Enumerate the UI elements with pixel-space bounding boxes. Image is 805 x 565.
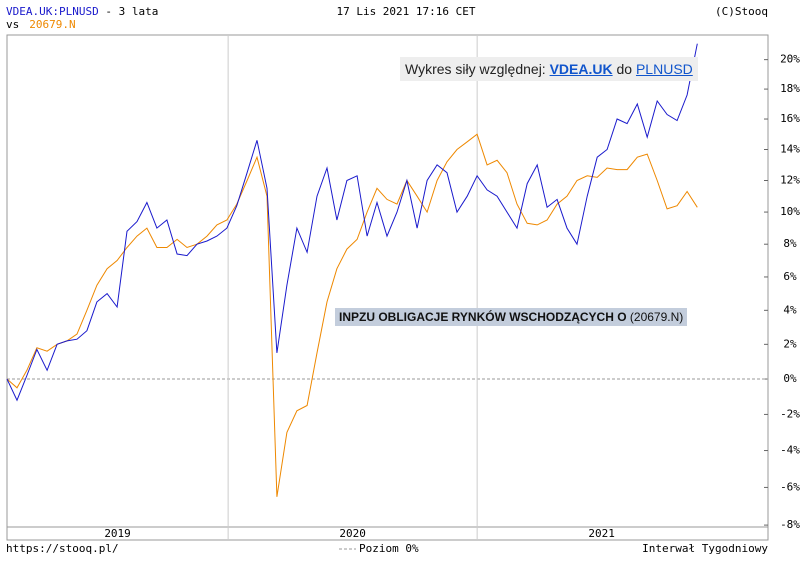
chart-header: VDEA.UK:PLNUSD - 3 lata bbox=[6, 5, 158, 18]
header-symbol: VDEA.UK:PLNUSD bbox=[6, 5, 99, 18]
header-vs: vs bbox=[6, 18, 19, 31]
y-tick-label: 20% bbox=[780, 53, 800, 66]
plot-frame bbox=[6, 34, 769, 541]
x-tick-label: 2020 bbox=[339, 527, 366, 540]
y-tick-label: 2% bbox=[783, 337, 797, 350]
y-tick-label: -6% bbox=[780, 480, 800, 493]
series-label-name: INPZU OBLIGACJE RYNKÓW WSCHODZĄCYCH O bbox=[339, 310, 627, 324]
footer-interval: Interwał Tygodniowy bbox=[642, 542, 768, 555]
chart-subheader: vs 20679.N bbox=[6, 18, 76, 31]
y-tick-label: 10% bbox=[780, 205, 800, 218]
annotation-currency[interactable]: PLNUSD bbox=[635, 61, 693, 77]
y-tick-label: 6% bbox=[783, 270, 797, 283]
series-label-code: (20679.N) bbox=[629, 310, 684, 324]
y-tick-label: 0% bbox=[783, 372, 797, 385]
header-period: - 3 lata bbox=[99, 5, 159, 18]
annotation-symbol[interactable]: VDEA.UK bbox=[549, 61, 613, 77]
x-tick-label: 2019 bbox=[104, 527, 131, 540]
x-tick-label: 2021 bbox=[588, 527, 615, 540]
y-tick-label: 4% bbox=[783, 303, 797, 316]
annotation-joiner: do bbox=[616, 61, 633, 77]
y-tick-label: 18% bbox=[780, 82, 800, 95]
header-date: 17 Lis 2021 17:16 CET bbox=[336, 5, 475, 18]
annotation-prefix: Wykres siły względnej: bbox=[405, 61, 546, 77]
footer-zero-level: Poziom 0% bbox=[359, 542, 419, 555]
annotation: Wykres siły względnej: VDEA.UK do PLNUSD bbox=[400, 57, 698, 81]
y-tick-label: 12% bbox=[780, 174, 800, 187]
y-tick-label: 14% bbox=[780, 142, 800, 155]
header-compare: 20679.N bbox=[29, 18, 75, 31]
header-copyright: (C)Stooq bbox=[715, 5, 768, 18]
y-tick-label: 16% bbox=[780, 112, 800, 125]
y-tick-label: -8% bbox=[780, 518, 800, 531]
y-tick-label: -2% bbox=[780, 407, 800, 420]
series-label: INPZU OBLIGACJE RYNKÓW WSCHODZĄCYCH O (2… bbox=[335, 308, 688, 326]
y-tick-label: 8% bbox=[783, 237, 797, 250]
footer-source[interactable]: https://stooq.pl/ bbox=[6, 542, 119, 555]
series-line bbox=[6, 43, 698, 402]
series-line bbox=[6, 133, 698, 497]
y-tick-label: -4% bbox=[780, 444, 800, 457]
